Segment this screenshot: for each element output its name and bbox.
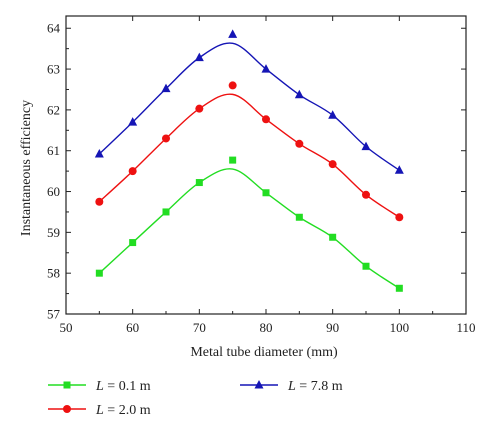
- data-point: [228, 81, 237, 90]
- data-point: [162, 134, 170, 143]
- data-point: [394, 165, 404, 174]
- legend-item: L = 0.1 m: [48, 379, 151, 394]
- data-point: [362, 262, 370, 270]
- x-tick-label: 70: [193, 320, 206, 335]
- series-line: [98, 168, 400, 289]
- data-point: [162, 208, 170, 216]
- legend: L = 0.1 m L = 2.0 m L = 7.8 m: [48, 379, 343, 418]
- legend-item: L = 2.0 m: [48, 403, 151, 418]
- series-1: [95, 81, 404, 222]
- series-line: [98, 93, 400, 218]
- y-tick-label: 63: [47, 62, 60, 77]
- x-tick-label: 80: [260, 320, 273, 335]
- y-tick-label: 59: [47, 225, 60, 240]
- legend-marker: [63, 405, 71, 413]
- y-axis-title: Instantaneous efficiency: [19, 100, 34, 236]
- data-point: [195, 104, 204, 113]
- axes: 50 60 70 80 90 100 110 57 58 59 60 61 62 63 64: [47, 15, 476, 335]
- data-point: [294, 89, 304, 99]
- data-point: [328, 110, 338, 119]
- x-tick-label: 100: [390, 320, 410, 335]
- plot-area: [94, 29, 404, 292]
- data-point: [329, 233, 337, 241]
- y-tick-label: 61: [47, 143, 60, 158]
- data-point: [395, 284, 403, 292]
- y-tick-label: 64: [47, 21, 61, 36]
- x-tick-label: 110: [456, 320, 475, 335]
- data-point: [195, 179, 203, 187]
- y-tick-label: 58: [47, 266, 60, 281]
- data-point: [262, 115, 270, 124]
- x-axis-title: Metal tube diameter (mm): [190, 345, 338, 360]
- data-point: [129, 239, 137, 247]
- y-tick-label: 57: [47, 307, 61, 322]
- data-point: [261, 64, 271, 73]
- data-point: [94, 148, 104, 158]
- data-point: [362, 190, 370, 199]
- data-point: [295, 139, 304, 148]
- legend-item: L = 7.8 m: [240, 379, 343, 394]
- series-0: [95, 156, 403, 292]
- legend-marker: [63, 381, 71, 389]
- legend-marker: [254, 380, 264, 389]
- y-tick-label: 60: [47, 184, 60, 199]
- data-point: [161, 83, 171, 93]
- plot-frame: [65, 15, 467, 315]
- data-point: [328, 160, 337, 169]
- x-tick-label: 50: [60, 320, 73, 335]
- data-point: [128, 117, 138, 126]
- data-point: [229, 156, 237, 164]
- data-point: [128, 167, 137, 176]
- legend-label: L = 7.8 m: [287, 379, 343, 394]
- data-point: [262, 189, 270, 197]
- x-tick-label: 90: [326, 320, 339, 335]
- series-line: [98, 42, 400, 171]
- data-point: [228, 29, 238, 38]
- data-point: [95, 197, 104, 206]
- data-point: [95, 269, 103, 277]
- data-point: [295, 213, 303, 221]
- x-tick-label: 60: [126, 320, 139, 335]
- data-point: [361, 141, 371, 151]
- data-point: [395, 213, 404, 222]
- series-2: [94, 29, 404, 174]
- y-tick-label: 62: [47, 102, 60, 117]
- legend-label: L = 0.1 m: [95, 379, 151, 394]
- data-point: [194, 52, 204, 62]
- legend-label: L = 2.0 m: [95, 403, 151, 418]
